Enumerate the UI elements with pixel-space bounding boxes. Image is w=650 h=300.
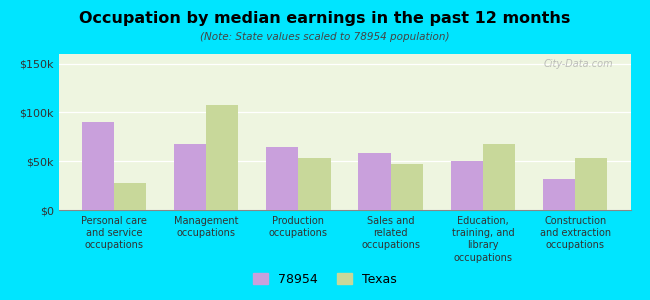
Bar xyxy=(206,105,239,210)
Bar xyxy=(391,164,423,210)
Bar xyxy=(81,122,114,210)
Text: (Note: State values scaled to 78954 population): (Note: State values scaled to 78954 popu… xyxy=(200,32,450,41)
Bar xyxy=(298,158,331,210)
Bar xyxy=(358,153,391,210)
Bar xyxy=(450,161,483,210)
Legend: 78954, Texas: 78954, Texas xyxy=(248,268,402,291)
Bar xyxy=(543,179,575,210)
Bar xyxy=(114,183,146,210)
Text: Occupation by median earnings in the past 12 months: Occupation by median earnings in the pas… xyxy=(79,11,571,26)
Bar xyxy=(174,144,206,210)
Text: City-Data.com: City-Data.com xyxy=(543,59,614,69)
Bar xyxy=(266,147,298,210)
Bar xyxy=(575,158,608,210)
Bar xyxy=(483,144,515,210)
